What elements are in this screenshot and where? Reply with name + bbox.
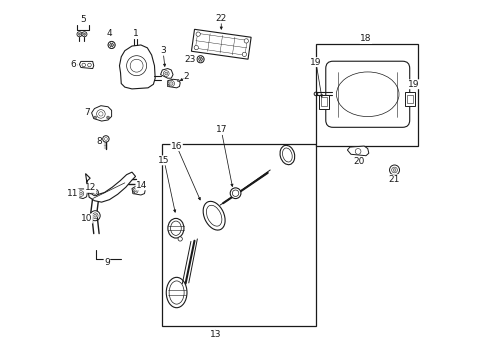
Polygon shape xyxy=(404,92,414,106)
Text: 22: 22 xyxy=(215,14,226,23)
Polygon shape xyxy=(406,95,412,103)
Circle shape xyxy=(198,58,202,61)
Text: 2: 2 xyxy=(183,72,189,81)
Circle shape xyxy=(106,116,109,119)
Circle shape xyxy=(94,116,97,119)
Circle shape xyxy=(177,80,179,82)
Polygon shape xyxy=(318,95,328,109)
Text: 5: 5 xyxy=(80,15,86,24)
Text: 9: 9 xyxy=(104,258,110,267)
Circle shape xyxy=(87,63,91,67)
Polygon shape xyxy=(132,186,145,195)
Ellipse shape xyxy=(336,72,398,117)
Circle shape xyxy=(97,110,105,118)
Circle shape xyxy=(92,213,98,219)
Text: 17: 17 xyxy=(215,126,226,135)
Circle shape xyxy=(75,195,77,197)
Circle shape xyxy=(178,237,182,241)
Circle shape xyxy=(392,168,395,171)
Circle shape xyxy=(94,214,97,217)
Circle shape xyxy=(196,32,200,36)
Circle shape xyxy=(78,191,83,197)
Polygon shape xyxy=(85,172,135,202)
Text: 13: 13 xyxy=(209,330,221,339)
Circle shape xyxy=(354,149,360,154)
Circle shape xyxy=(167,85,169,87)
Circle shape xyxy=(82,32,87,37)
Circle shape xyxy=(102,136,109,142)
Text: 6: 6 xyxy=(71,60,77,69)
Circle shape xyxy=(134,190,136,192)
Circle shape xyxy=(108,41,115,49)
Text: 20: 20 xyxy=(352,157,364,166)
Circle shape xyxy=(83,33,85,35)
Circle shape xyxy=(168,80,174,87)
Circle shape xyxy=(93,191,97,194)
Polygon shape xyxy=(80,62,94,68)
Ellipse shape xyxy=(169,281,184,304)
Circle shape xyxy=(244,39,248,43)
Circle shape xyxy=(78,33,81,35)
Text: 3: 3 xyxy=(160,46,165,55)
Circle shape xyxy=(194,45,198,50)
Ellipse shape xyxy=(206,205,222,226)
Ellipse shape xyxy=(167,219,183,238)
Circle shape xyxy=(391,167,397,173)
Text: 21: 21 xyxy=(388,175,399,184)
Ellipse shape xyxy=(166,277,186,308)
Polygon shape xyxy=(346,146,368,156)
Text: 16: 16 xyxy=(170,141,182,150)
Circle shape xyxy=(232,190,238,197)
Text: 4: 4 xyxy=(106,29,112,38)
Ellipse shape xyxy=(282,148,292,162)
Circle shape xyxy=(77,32,82,37)
Polygon shape xyxy=(119,45,155,89)
Text: 10: 10 xyxy=(81,214,92,223)
Text: 19: 19 xyxy=(309,58,321,67)
Text: 12: 12 xyxy=(84,183,96,192)
Circle shape xyxy=(110,43,113,47)
Circle shape xyxy=(90,211,100,221)
Circle shape xyxy=(163,71,169,76)
Polygon shape xyxy=(320,98,326,106)
Circle shape xyxy=(133,188,138,193)
Circle shape xyxy=(80,192,82,195)
Text: 11: 11 xyxy=(67,189,79,198)
Text: 1: 1 xyxy=(133,29,139,38)
Text: 14: 14 xyxy=(136,181,147,190)
Bar xyxy=(162,144,315,327)
Circle shape xyxy=(169,82,173,85)
Circle shape xyxy=(132,192,135,194)
Circle shape xyxy=(84,189,86,191)
Polygon shape xyxy=(75,189,87,199)
Text: 15: 15 xyxy=(158,156,169,165)
Ellipse shape xyxy=(203,201,224,230)
Text: 19: 19 xyxy=(407,80,419,89)
Circle shape xyxy=(99,112,103,116)
Ellipse shape xyxy=(280,145,294,165)
Circle shape xyxy=(197,56,203,63)
Circle shape xyxy=(92,189,98,196)
Circle shape xyxy=(142,188,143,190)
Circle shape xyxy=(164,72,167,75)
Circle shape xyxy=(130,59,143,72)
Circle shape xyxy=(126,56,146,76)
Circle shape xyxy=(82,63,85,67)
Circle shape xyxy=(230,188,241,199)
Polygon shape xyxy=(91,106,111,121)
Text: 23: 23 xyxy=(184,55,196,64)
FancyBboxPatch shape xyxy=(325,61,409,127)
Circle shape xyxy=(242,52,246,57)
Circle shape xyxy=(389,165,399,175)
Polygon shape xyxy=(191,29,251,59)
Polygon shape xyxy=(160,68,173,78)
Text: 8: 8 xyxy=(96,137,102,146)
Text: 7: 7 xyxy=(83,108,89,117)
Polygon shape xyxy=(167,79,180,88)
Circle shape xyxy=(104,138,107,140)
Bar xyxy=(315,44,417,146)
Text: 18: 18 xyxy=(360,35,371,44)
Ellipse shape xyxy=(170,221,181,235)
